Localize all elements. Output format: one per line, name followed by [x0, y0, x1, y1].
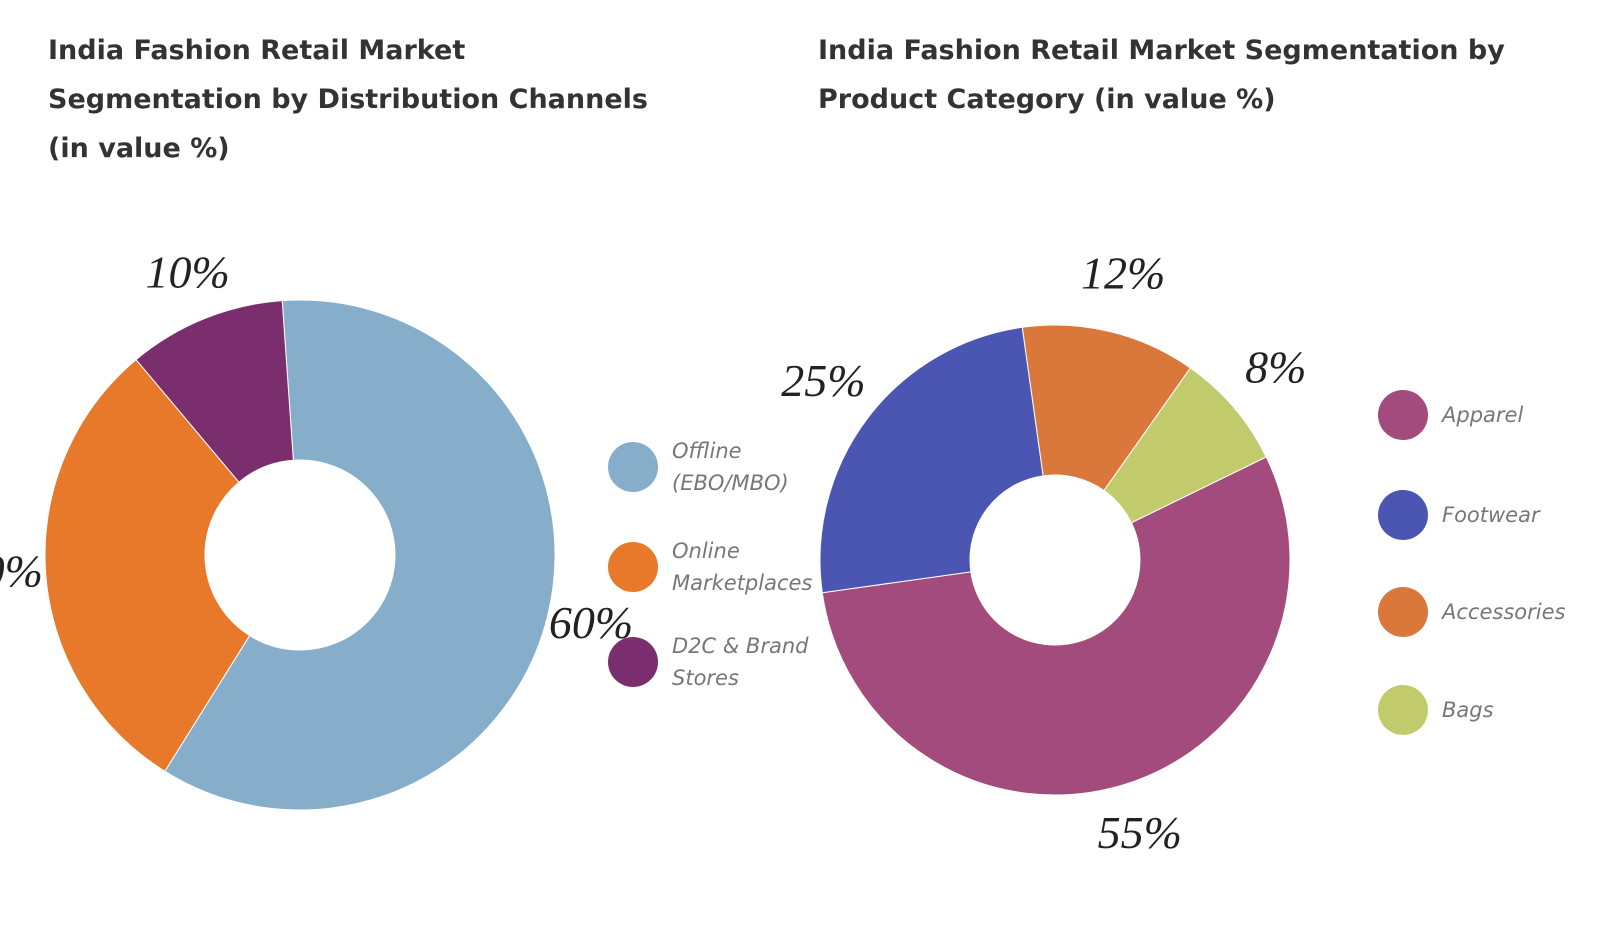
legend-item: Apparel: [1378, 390, 1582, 440]
legend-item: Bags: [1378, 685, 1582, 735]
donut-slice: [135, 300, 294, 483]
donut-slice: [1021, 324, 1192, 492]
legend-item: D2C & Brand Stores: [608, 630, 812, 694]
legend-label: Offline (EBO/MBO): [672, 439, 789, 495]
legend-swatch: [608, 442, 658, 492]
legend-label: Online Marketplaces: [672, 539, 813, 595]
donut-slice: [1103, 367, 1267, 524]
value-label: 10%: [145, 246, 229, 297]
legend-swatch: [608, 637, 658, 687]
legend-item: Accessories: [1378, 587, 1582, 637]
legend-label: Footwear: [1442, 503, 1540, 527]
legend-label: Apparel: [1442, 403, 1524, 427]
donut-slice: [821, 456, 1291, 796]
legend-swatch: [1378, 490, 1428, 540]
legend-item: Offline (EBO/MBO): [608, 435, 812, 499]
value-label: 8%: [1245, 342, 1306, 393]
donut-slice: [819, 326, 1044, 594]
chart-title: India Fashion Retail Market Segmentation…: [818, 35, 1505, 115]
value-label: 55%: [1098, 807, 1182, 858]
donut-slice: [164, 299, 556, 811]
legend-swatch: [1378, 587, 1428, 637]
donut-slice: [44, 358, 251, 772]
legend-swatch: [1378, 390, 1428, 440]
chart-title: India Fashion Retail Market Segmentation…: [48, 35, 648, 164]
value-label: 30%: [0, 545, 43, 596]
legend-label: Accessories: [1442, 600, 1566, 624]
value-label: 12%: [1081, 248, 1165, 299]
legend-label: Bags: [1442, 698, 1494, 722]
legend-label: D2C & Brand Stores: [672, 634, 809, 690]
legend-item: Footwear: [1378, 490, 1582, 540]
value-label: 25%: [781, 355, 865, 406]
legend-swatch: [608, 542, 658, 592]
legend-item: Online Marketplaces: [608, 535, 812, 599]
legend-swatch: [1378, 685, 1428, 735]
